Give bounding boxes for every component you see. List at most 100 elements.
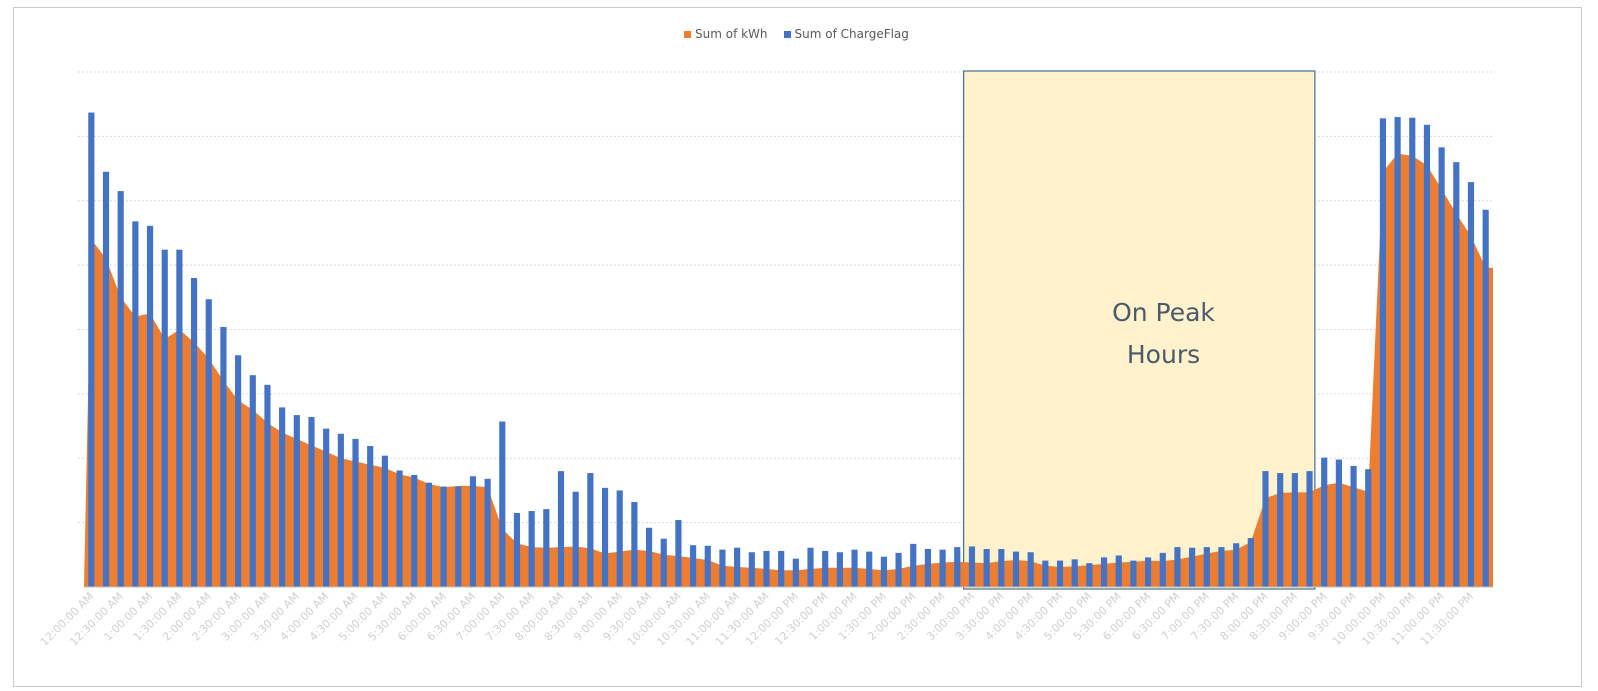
chargeflag-bar: [1335, 459, 1342, 587]
legend: Sum of kWh Sum of ChargeFlag: [684, 27, 909, 41]
chargeflag-bar: [822, 550, 829, 587]
chargeflag-bar: [220, 326, 227, 587]
chargeflag-bar: [660, 538, 667, 587]
chargeflag-bar: [1203, 547, 1210, 587]
chargeflag-bar: [205, 299, 212, 587]
chargeflag-bar: [910, 543, 917, 587]
on-peak-label: On Peak Hours: [1000, 292, 1327, 376]
legend-label-chargeflag: Sum of ChargeFlag: [794, 27, 909, 41]
chargeflag-bar: [161, 249, 168, 587]
chargeflag-bar: [440, 486, 447, 587]
chargeflag-bar: [323, 428, 330, 587]
chargeflag-bar: [1247, 538, 1254, 587]
chargeflag-bar: [1365, 469, 1372, 587]
chargeflag-bar: [807, 547, 814, 587]
chargeflag-bar: [279, 407, 286, 587]
chargeflag-bar: [939, 549, 946, 587]
chargeflag-bar: [1086, 563, 1093, 587]
chargeflag-bar: [954, 547, 961, 587]
chargeflag-bar: [601, 487, 609, 587]
chargeflag-bar: [557, 471, 565, 588]
chargeflag-bar: [1218, 547, 1225, 587]
chargeflag-bar: [763, 550, 770, 587]
chargeflag-bar: [1071, 559, 1078, 587]
chargeflag-bar: [690, 545, 697, 587]
chargeflag-bar: [851, 549, 858, 587]
chargeflag-bar: [719, 549, 726, 587]
chargeflag-bar: [631, 502, 638, 587]
chargeflag-bar: [1262, 471, 1269, 588]
chargeflag-bar: [616, 490, 623, 587]
legend-item-kwh: Sum of kWh: [684, 27, 768, 41]
chargeflag-bar: [645, 527, 653, 587]
chargeflag-bar: [425, 482, 432, 587]
on-peak-label-line2: Hours: [1126, 340, 1201, 369]
chargeflag-bar: [778, 550, 785, 587]
on-peak-region: [963, 70, 1316, 590]
chargeflag-bar: [792, 558, 799, 587]
chargeflag-bar: [235, 355, 242, 587]
chargeflag-bar: [1409, 117, 1416, 588]
chargeflag-bar: [1130, 560, 1137, 587]
chargeflag-bar: [1233, 543, 1240, 587]
chargeflag-bar: [587, 473, 594, 587]
chargeflag-bar: [998, 549, 1005, 587]
legend-item-chargeflag: Sum of ChargeFlag: [783, 27, 909, 41]
chargeflag-bar: [1350, 465, 1357, 587]
chargeflag-bar: [484, 478, 491, 587]
chargeflag-bar: [983, 549, 990, 587]
chargeflag-bar-series: [88, 112, 1489, 588]
chargeflag-bar: [146, 225, 154, 588]
chargeflag-bar: [117, 191, 124, 587]
chargeflag-bar: [396, 470, 403, 587]
chargeflag-bar: [1291, 473, 1298, 587]
legend-label-kwh: Sum of kWh: [695, 27, 768, 41]
chargeflag-bar: [528, 511, 535, 587]
chargeflag-bar: [1379, 118, 1386, 587]
chargeflag-bar: [1189, 547, 1196, 587]
chargeflag-bar: [836, 552, 843, 587]
chargeflag-bar: [1438, 147, 1445, 587]
chargeflag-bar: [1042, 560, 1049, 587]
chargeflag-bar: [469, 476, 477, 587]
chargeflag-bar: [191, 278, 198, 587]
chargeflag-bar: [866, 551, 873, 587]
chargeflag-bar: [1100, 557, 1108, 587]
chargeflag-bar: [455, 486, 462, 587]
legend-swatch-kwh: [684, 30, 691, 38]
legend-swatch-chargeflag: [783, 30, 791, 38]
chargeflag-bar: [293, 415, 300, 587]
chargeflag-bar: [1423, 124, 1431, 587]
chargeflag-bar: [264, 384, 271, 587]
chargeflag-bar: [748, 552, 755, 587]
chargeflag-bar: [1174, 547, 1181, 587]
chargeflag-bar: [367, 446, 374, 587]
chargeflag-bar: [734, 547, 741, 587]
chargeflag-bar: [1321, 457, 1328, 587]
chargeflag-bar: [352, 438, 359, 587]
chargeflag-bar: [337, 433, 344, 587]
chargeflag-bar: [102, 171, 110, 587]
chargeflag-bar: [572, 491, 579, 587]
chargeflag-bar: [381, 455, 388, 587]
chargeflag-bar: [1482, 209, 1489, 587]
chargeflag-bar: [308, 417, 315, 587]
chargeflag-bar: [1277, 473, 1284, 587]
chargeflag-bar: [499, 421, 506, 587]
chargeflag-bar: [1027, 552, 1034, 587]
chargeflag-bar: [895, 552, 902, 587]
chargeflag-bar: [88, 112, 95, 587]
on-peak-label-line1: On Peak: [1112, 298, 1215, 327]
chargeflag-bar: [176, 249, 183, 587]
chargeflag-bar: [132, 221, 139, 587]
chargeflag-bar: [924, 549, 932, 587]
chargeflag-bar: [1012, 551, 1020, 587]
chargeflag-bar: [880, 556, 887, 587]
chargeflag-bar: [1115, 555, 1122, 587]
chargeflag-bar: [411, 474, 418, 587]
chargeflag-bar: [1306, 471, 1313, 588]
chargeflag-bar: [1467, 182, 1475, 587]
chargeflag-bar: [1159, 552, 1166, 587]
